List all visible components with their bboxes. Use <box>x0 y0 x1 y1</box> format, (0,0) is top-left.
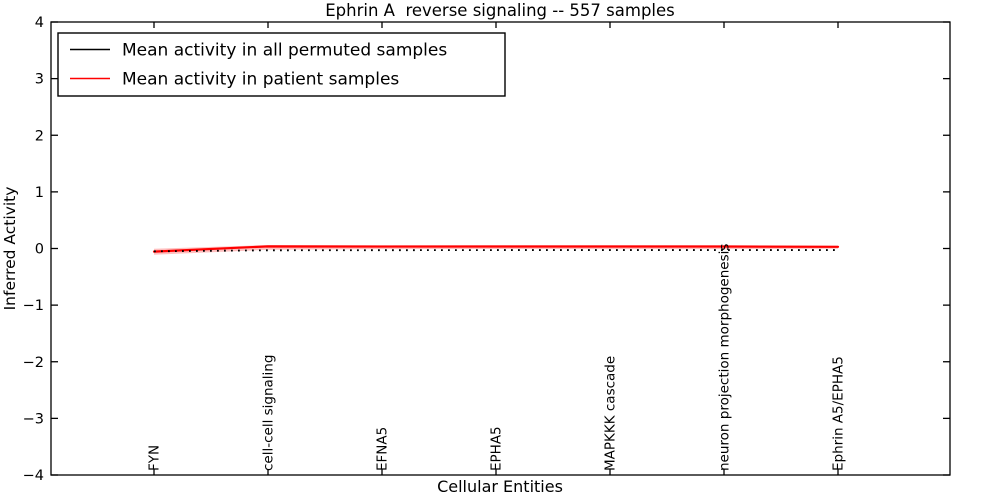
y-axis-label: Inferred Activity <box>1 187 19 311</box>
ytick-label: 3 <box>35 72 44 88</box>
ytick-label: 2 <box>35 128 44 144</box>
xtick-label: EPHA5 <box>489 426 505 471</box>
ytick-label: −3 <box>23 411 44 427</box>
ytick-label: −4 <box>23 468 44 484</box>
xtick-label: FYN <box>147 445 163 471</box>
legend-box <box>57 32 506 97</box>
legend-entry-label: Mean activity in patient samples <box>122 70 399 90</box>
ytick-label: −2 <box>23 355 44 371</box>
ytick-label: 0 <box>35 242 44 258</box>
xtick-label: cell-cell signaling <box>261 355 277 471</box>
ytick-label: 4 <box>35 15 44 31</box>
chart-title: Ephrin A reverse signaling -- 557 sample… <box>325 1 675 20</box>
patient-mean-line <box>152 245 840 253</box>
ytick-label: 1 <box>35 185 44 201</box>
x-axis-label: Cellular Entities <box>437 477 563 496</box>
xtick-label: MAPKKK cascade <box>603 356 619 471</box>
ytick-label: −1 <box>23 298 44 314</box>
xtick-label: EFNA5 <box>375 427 391 471</box>
xtick-label: neuron projection morphogenesis <box>717 244 733 471</box>
xtick-label: Ephrin A5/EPHA5 <box>831 356 847 471</box>
legend-entry-label: Mean activity in all permuted samples <box>122 41 447 61</box>
